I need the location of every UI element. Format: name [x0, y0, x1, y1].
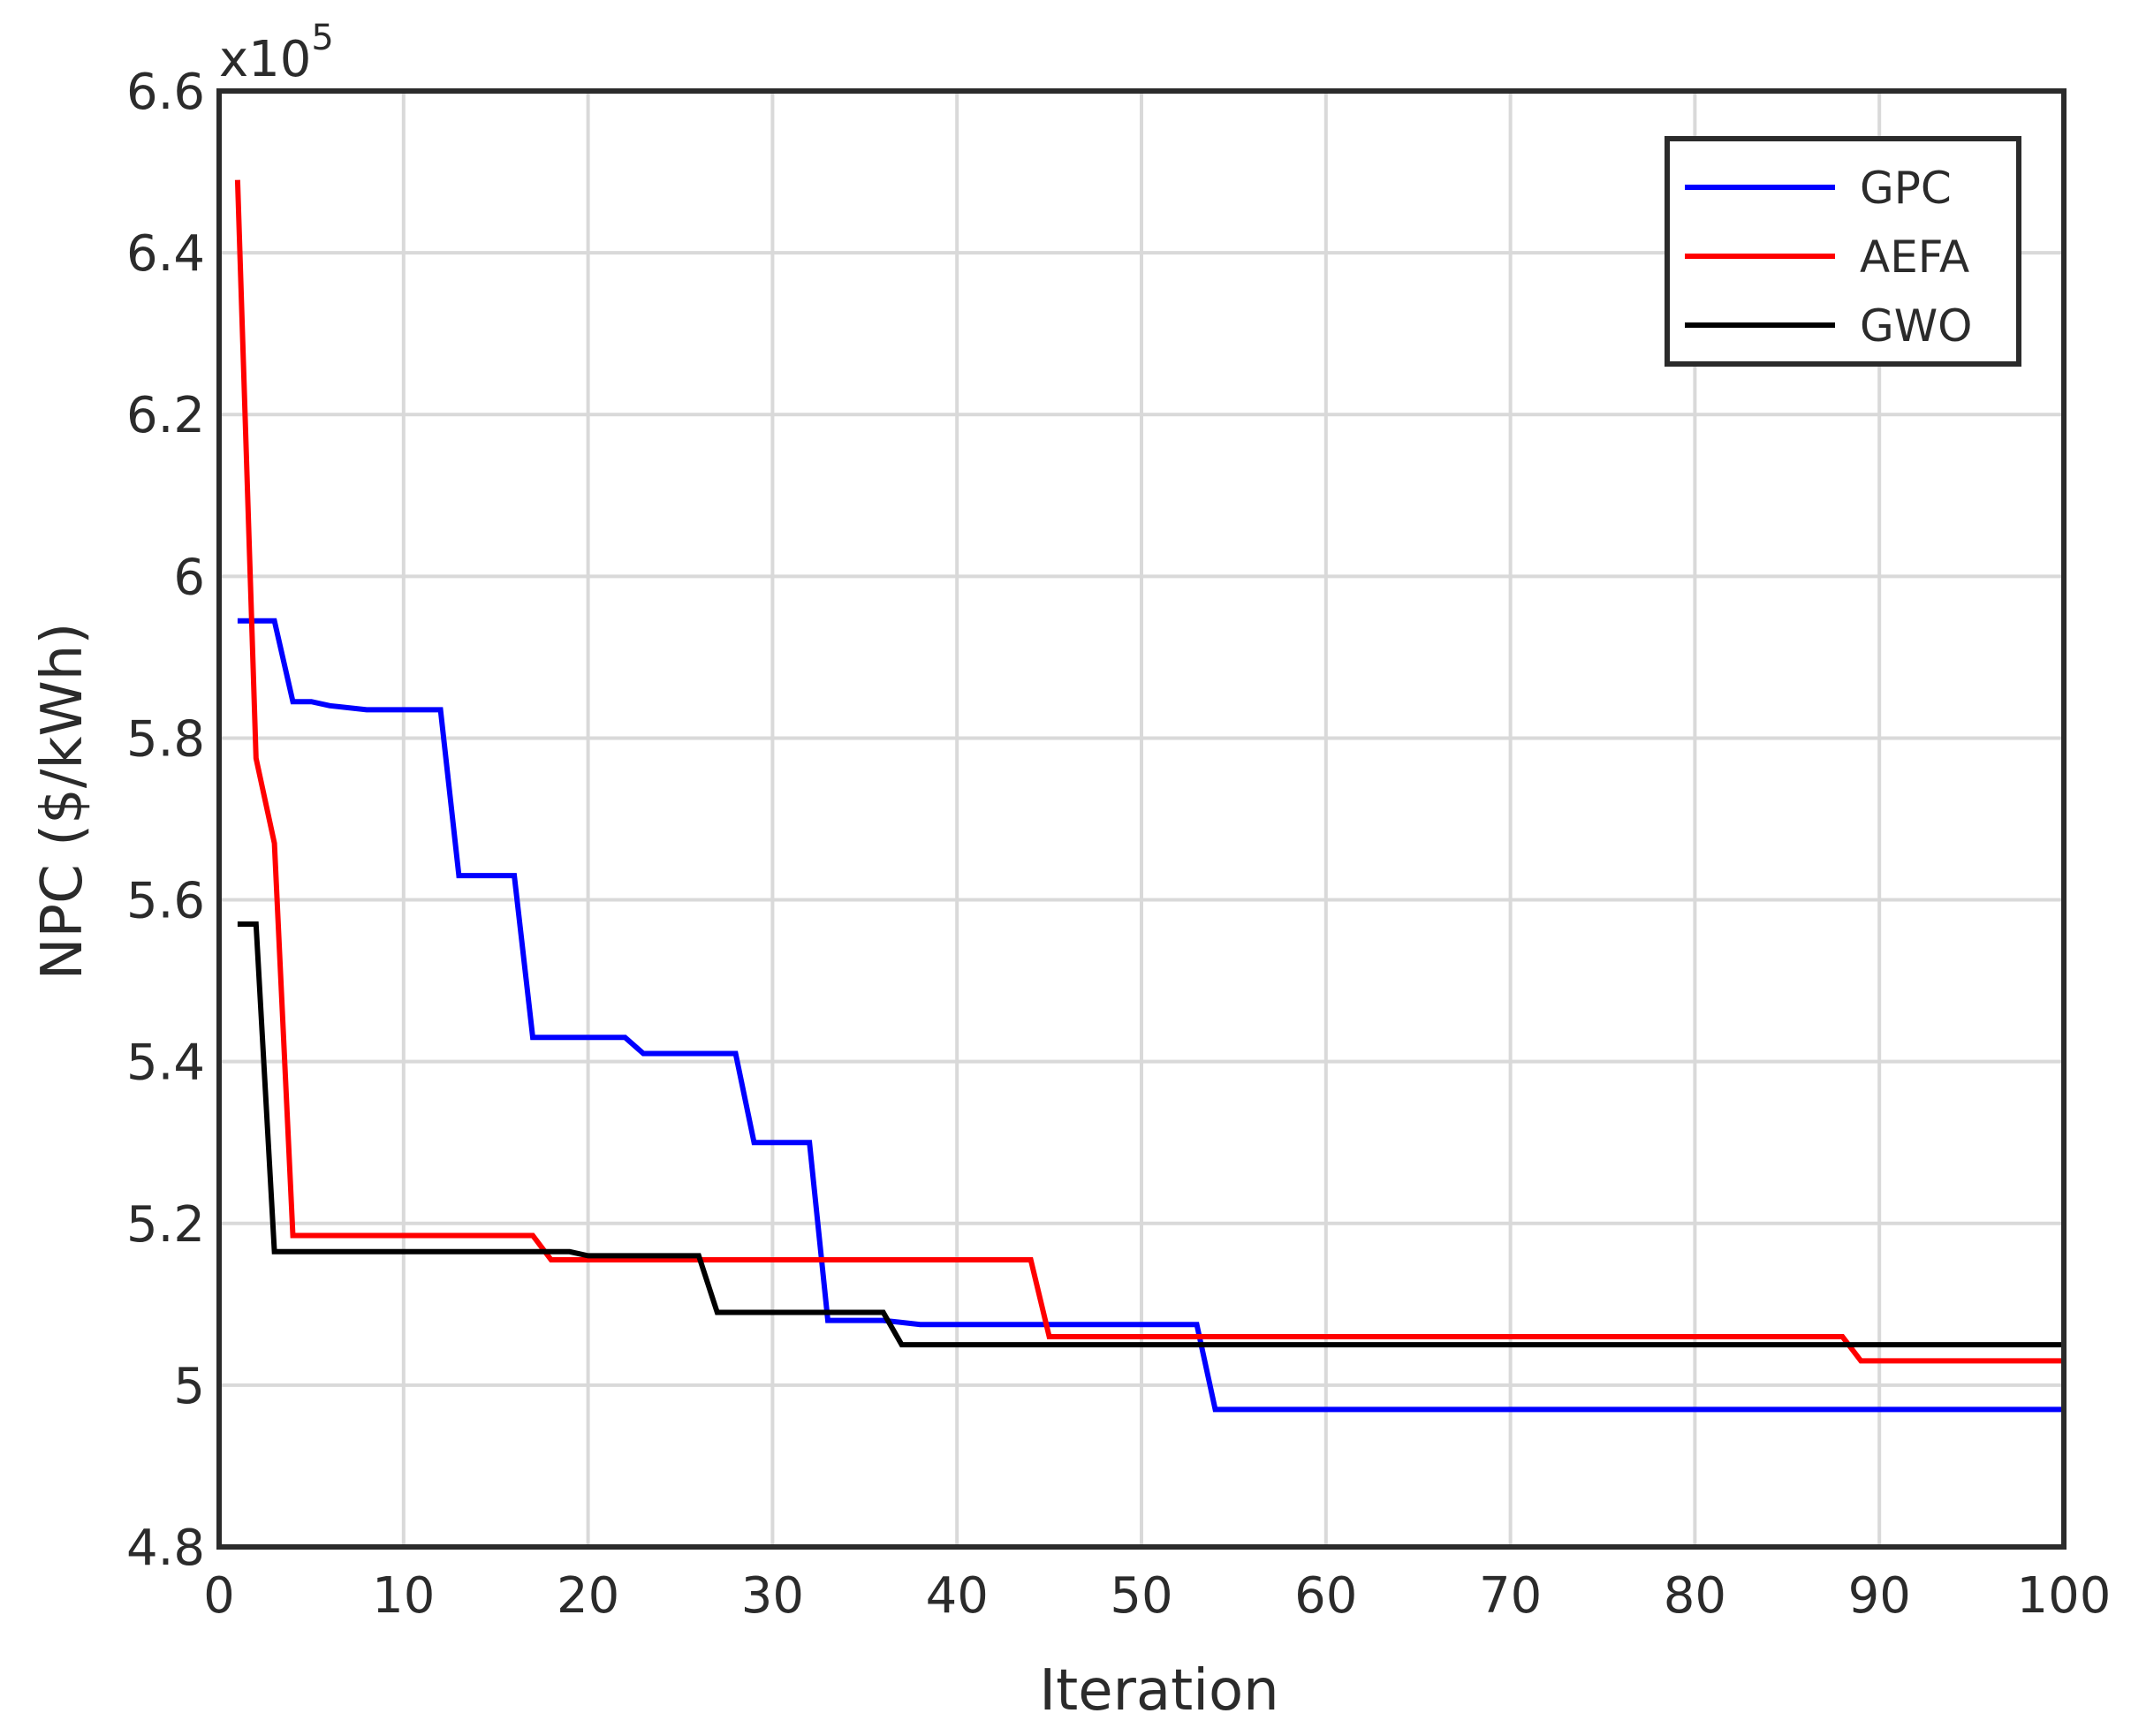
legend-label-gpc: GPC [1860, 163, 1952, 214]
y-tick-label: 5.4 [126, 1035, 205, 1092]
legend-label-aefa: AEFA [1860, 231, 1969, 283]
x-tick-label: 90 [1848, 1567, 1911, 1625]
y-tick-labels: 4.8 5 5.2 5.4 5.6 5.8 6 6.2 6.4 6.6 [126, 64, 205, 1577]
legend: GPC AEFA GWO [1665, 136, 2021, 367]
legend-label-gwo: GWO [1860, 300, 1973, 352]
y-tick-label: 5 [173, 1358, 205, 1415]
y-tick-label: 6 [173, 549, 205, 606]
y-axis-multiplier: x105 [219, 18, 334, 88]
y-tick-label: 5.8 [126, 710, 205, 768]
x-tick-labels: 0 10 20 30 40 50 60 70 80 90 100 [203, 1567, 2111, 1625]
y-tick-label: 4.8 [126, 1520, 205, 1577]
x-tick-label: 20 [557, 1567, 619, 1625]
x-tick-label: 80 [1664, 1567, 1726, 1625]
series-line-gwo [237, 921, 2064, 1348]
x-tick-label: 10 [372, 1567, 435, 1625]
y-tick-label: 5.6 [126, 873, 205, 930]
y-axis-exponent: 5 [311, 18, 333, 58]
x-tick-label: 30 [741, 1567, 804, 1625]
y-tick-label: 6.6 [126, 64, 205, 121]
x-tick-label: 0 [203, 1567, 235, 1625]
y-tick-label: 6.2 [126, 387, 205, 444]
x-tick-label: 100 [2017, 1567, 2112, 1625]
plot-frame [216, 88, 2067, 1550]
x-tick-label: 70 [1479, 1567, 1542, 1625]
x-axis-title: Iteration [1039, 1658, 1278, 1724]
y-tick-label: 5.2 [126, 1196, 205, 1254]
x-tick-label: 40 [926, 1567, 989, 1625]
x-tick-label: 50 [1110, 1567, 1172, 1625]
y-axis-title: NPC ($/kWh) [30, 623, 95, 981]
x-tick-label: 60 [1294, 1567, 1357, 1625]
y-tick-label: 6.4 [126, 225, 205, 283]
series-layer [234, 179, 2064, 1413]
series-line-gpc [237, 618, 2064, 1413]
